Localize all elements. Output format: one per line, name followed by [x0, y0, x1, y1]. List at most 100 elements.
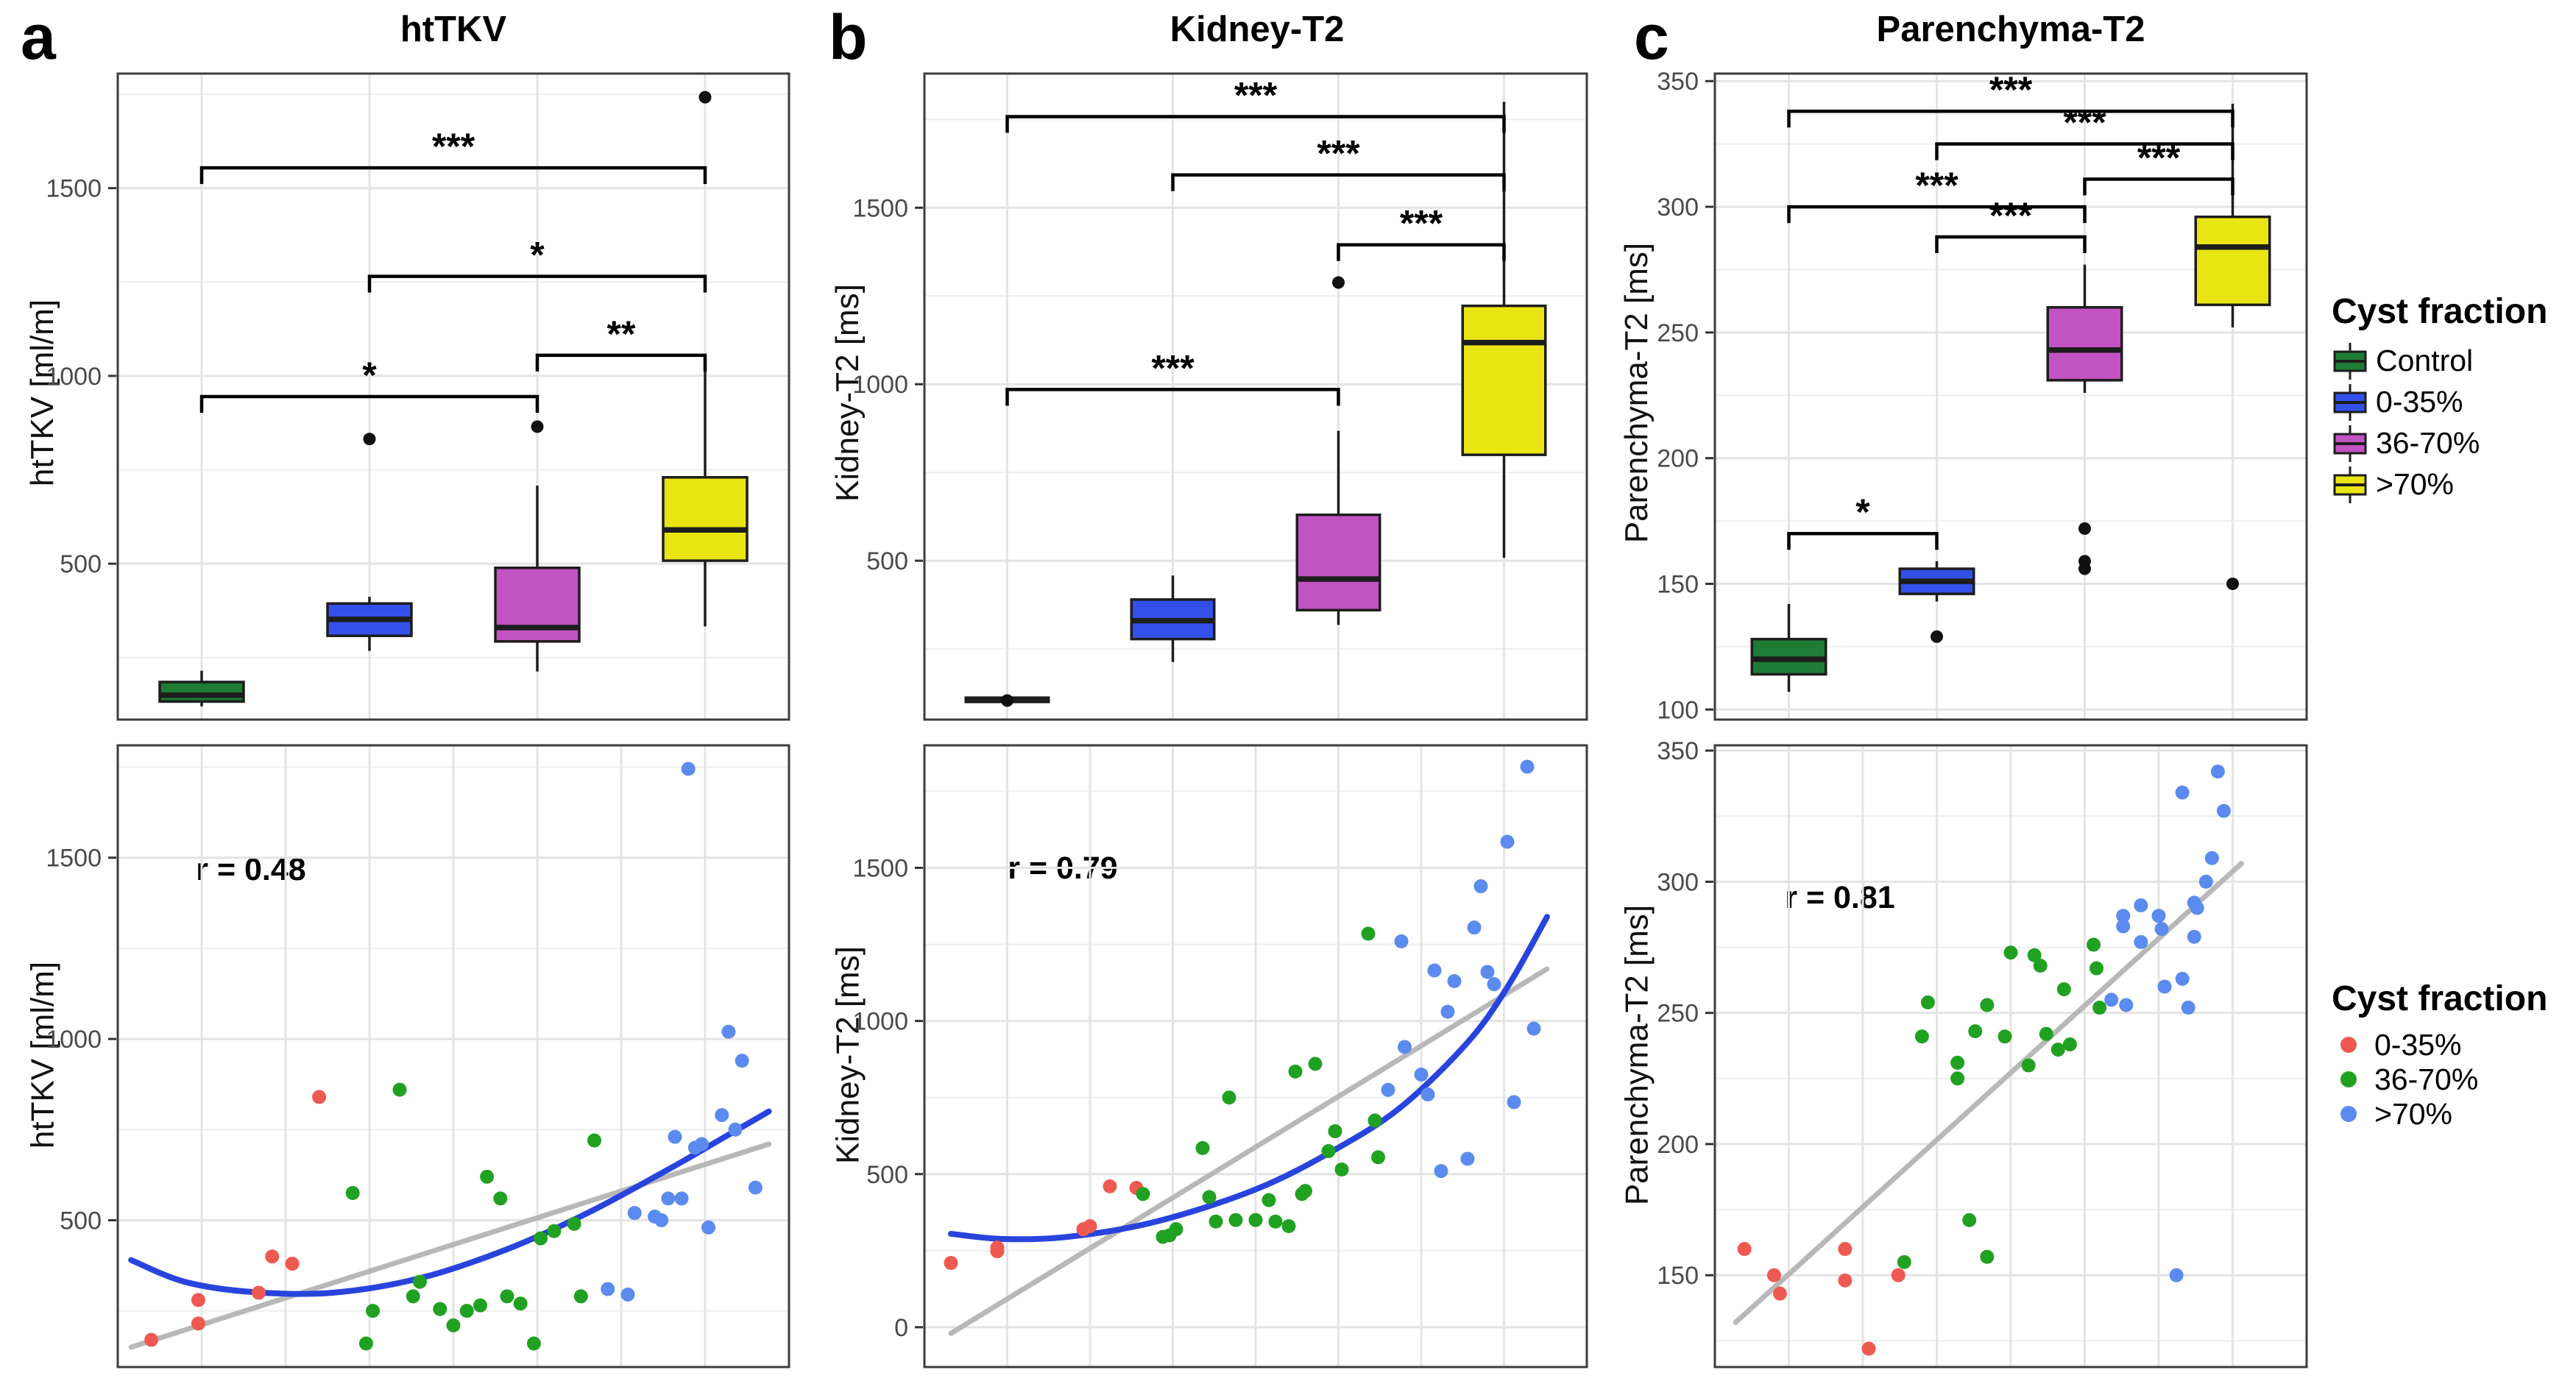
- panel-label-b: b: [829, 2, 868, 73]
- y-tick-label: 1500: [852, 855, 908, 883]
- scatter-point: [1897, 1254, 1911, 1269]
- scatter-point: [1367, 1113, 1382, 1128]
- box-group-36-70%: [2046, 264, 2123, 575]
- scatter-point: [1950, 1055, 1965, 1070]
- boxplots: [1750, 103, 2271, 692]
- sig-stars: ***: [1317, 133, 1360, 174]
- outlier-point: [2226, 578, 2239, 591]
- scatter-point: [1398, 1040, 1412, 1054]
- sig-bracket: [1787, 109, 2234, 128]
- y-tick-label: 500: [60, 550, 102, 578]
- sig-stars: *: [362, 355, 377, 396]
- linear-fit-line: [128, 1141, 772, 1350]
- sig-bracket: [199, 394, 539, 413]
- boxplots: [158, 90, 749, 707]
- scatter-point: [1980, 1249, 1995, 1264]
- scatter-point: [1361, 926, 1376, 941]
- scatter-point: [748, 1180, 762, 1195]
- outlier-point: [1332, 276, 1345, 289]
- scatter-point: [1298, 1184, 1312, 1199]
- legend-item-36-70: 36-70%: [2332, 1062, 2547, 1097]
- series-0-35%: [944, 1179, 1144, 1270]
- scatter-point: [2175, 971, 2190, 986]
- scatter-point: [265, 1249, 280, 1264]
- scatter-point: [446, 1318, 461, 1332]
- curve-fit-line: [948, 914, 1550, 1243]
- sig-bracket: [1935, 142, 2234, 160]
- box: [158, 681, 245, 703]
- legend-item-control: Control: [2332, 341, 2547, 382]
- scatter-point: [406, 1289, 420, 1304]
- scatter-point: [1381, 1082, 1395, 1097]
- sig-bracket: [1337, 243, 1506, 261]
- y-tick-label: 250: [1657, 319, 1699, 347]
- scatter-point: [1838, 1242, 1853, 1257]
- y-tick-label: 1000: [852, 1008, 908, 1036]
- sig-stars: ***: [1989, 69, 2033, 110]
- series->70%: [2104, 764, 2231, 1282]
- scatter-point: [2190, 901, 2204, 915]
- scatter-point: [358, 1336, 373, 1351]
- title-kidney-t2: Kidney-T2: [1170, 10, 1345, 49]
- panel-border: [116, 744, 790, 1369]
- panel-border: [1713, 72, 2308, 721]
- scatter-point: [2187, 929, 2201, 944]
- sig-bracket: [1787, 531, 1939, 550]
- title-parenchyma-t2: Parenchyma-T2: [1876, 10, 2145, 49]
- scatter-point: [2157, 979, 2172, 994]
- scatter-point: [1248, 1213, 1263, 1227]
- series-36-70%: [1136, 926, 1385, 1244]
- scatter-point: [2169, 1268, 2184, 1282]
- scatter-point: [2021, 1058, 2036, 1073]
- y-axis: 0 500 1000 1500: [852, 855, 923, 1342]
- box: [2194, 215, 2271, 307]
- scatter-point: [654, 1213, 669, 1227]
- scatter-point: [2116, 919, 2131, 934]
- scatter-point: [500, 1289, 514, 1304]
- scatter-points: [944, 759, 1541, 1270]
- legend-label: Control: [2376, 344, 2474, 378]
- box: [1295, 513, 1381, 612]
- box-group->70%: [662, 90, 749, 627]
- scatter-point: [1473, 878, 1488, 893]
- scatter-point: [573, 1289, 588, 1304]
- gridlines: [116, 745, 790, 1367]
- scatter-point: [1328, 1124, 1342, 1138]
- sig-bracket: [1787, 205, 2087, 224]
- scatter-point: [2104, 993, 2119, 1007]
- series->70%: [1381, 759, 1541, 1179]
- title-httkv: htTKV: [400, 10, 507, 49]
- y-tick-label: 350: [1657, 68, 1699, 96]
- panel-label-c: c: [1634, 2, 1669, 73]
- legend-item-0-35: 0-35%: [2332, 382, 2547, 423]
- y-tick-label: 1500: [46, 175, 102, 203]
- box-group-0-35%: [1130, 575, 1216, 662]
- box-group-36-70%: [1295, 276, 1381, 625]
- dot-key-icon: [2340, 1037, 2357, 1054]
- box-group-36-70%: [494, 420, 581, 672]
- fit-lines: [1733, 860, 2245, 1325]
- scatter-point: [1281, 1219, 1296, 1234]
- scatter-point: [2003, 945, 2018, 960]
- sig-bracket: [1171, 173, 1506, 191]
- scatter-point: [1487, 977, 1501, 992]
- scatter-point: [493, 1191, 508, 1206]
- scatter-point: [1262, 1193, 1276, 1207]
- gridlines: [1713, 745, 2308, 1367]
- outlier-point: [698, 90, 712, 104]
- scatter-point: [1467, 920, 1482, 935]
- scatter-point: [1998, 1029, 2012, 1044]
- y-axis: 500 1000 1500: [46, 175, 116, 578]
- gridlines: [1715, 74, 2307, 720]
- legend-item-0-35: 0-35%: [2332, 1028, 2547, 1062]
- sig-bracket: [2083, 177, 2234, 196]
- panel-label-a: a: [21, 2, 56, 73]
- panel-border: [923, 744, 1588, 1369]
- legend-cyst-fraction-box: Cyst fraction Control 0-35% 36-70%: [2332, 292, 2547, 505]
- scatter-point: [944, 1255, 958, 1270]
- outlier-point: [531, 420, 544, 433]
- scatter-point: [2204, 851, 2219, 865]
- scatter-point: [728, 1122, 743, 1137]
- scatter-point: [2056, 982, 2071, 997]
